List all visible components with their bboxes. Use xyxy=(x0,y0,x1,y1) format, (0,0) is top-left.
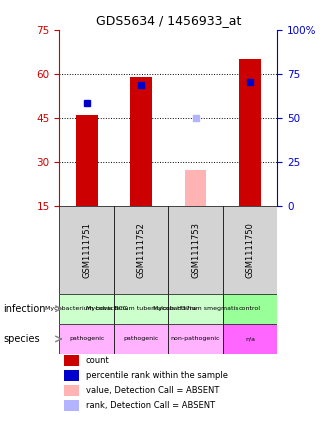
Bar xyxy=(114,324,168,354)
Bar xyxy=(114,206,168,294)
Text: infection: infection xyxy=(3,304,46,314)
Bar xyxy=(64,354,79,365)
Text: value, Detection Call = ABSENT: value, Detection Call = ABSENT xyxy=(85,386,219,395)
Bar xyxy=(130,77,152,206)
Text: count: count xyxy=(85,356,109,365)
Bar xyxy=(114,294,168,324)
Bar xyxy=(168,324,223,354)
Text: GSM1111751: GSM1111751 xyxy=(82,222,91,277)
Text: control: control xyxy=(239,306,261,311)
Text: pathogenic: pathogenic xyxy=(123,336,159,341)
Text: rank, Detection Call = ABSENT: rank, Detection Call = ABSENT xyxy=(85,401,214,410)
Bar xyxy=(168,206,223,294)
Bar xyxy=(59,206,114,294)
Bar xyxy=(223,324,277,354)
Text: non-pathogenic: non-pathogenic xyxy=(171,336,220,341)
Bar xyxy=(64,370,79,381)
Text: n/a: n/a xyxy=(245,336,255,341)
Text: percentile rank within the sample: percentile rank within the sample xyxy=(85,371,228,380)
Title: GDS5634 / 1456933_at: GDS5634 / 1456933_at xyxy=(96,14,241,27)
Bar xyxy=(168,294,223,324)
Bar xyxy=(223,206,277,294)
Bar xyxy=(223,294,277,324)
Text: Mycobacterium tuberculosis H37ra: Mycobacterium tuberculosis H37ra xyxy=(86,306,196,311)
Bar xyxy=(59,324,114,354)
Bar xyxy=(64,385,79,396)
Text: GSM1111750: GSM1111750 xyxy=(246,222,254,277)
Bar xyxy=(239,59,261,206)
Text: species: species xyxy=(3,334,40,344)
Bar xyxy=(59,294,114,324)
Text: GSM1111752: GSM1111752 xyxy=(137,222,146,277)
Bar xyxy=(76,115,98,206)
Text: Mycobacterium smegmatis: Mycobacterium smegmatis xyxy=(153,306,238,311)
Bar xyxy=(184,170,206,206)
Text: pathogenic: pathogenic xyxy=(69,336,104,341)
Bar xyxy=(64,400,79,411)
Text: GSM1111753: GSM1111753 xyxy=(191,222,200,277)
Text: Mycobacterium bovis BCG: Mycobacterium bovis BCG xyxy=(45,306,128,311)
